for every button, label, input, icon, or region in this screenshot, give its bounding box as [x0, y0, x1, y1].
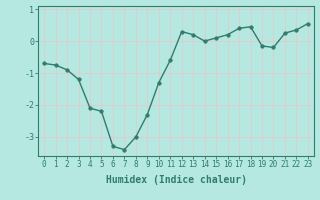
X-axis label: Humidex (Indice chaleur): Humidex (Indice chaleur)	[106, 175, 246, 185]
